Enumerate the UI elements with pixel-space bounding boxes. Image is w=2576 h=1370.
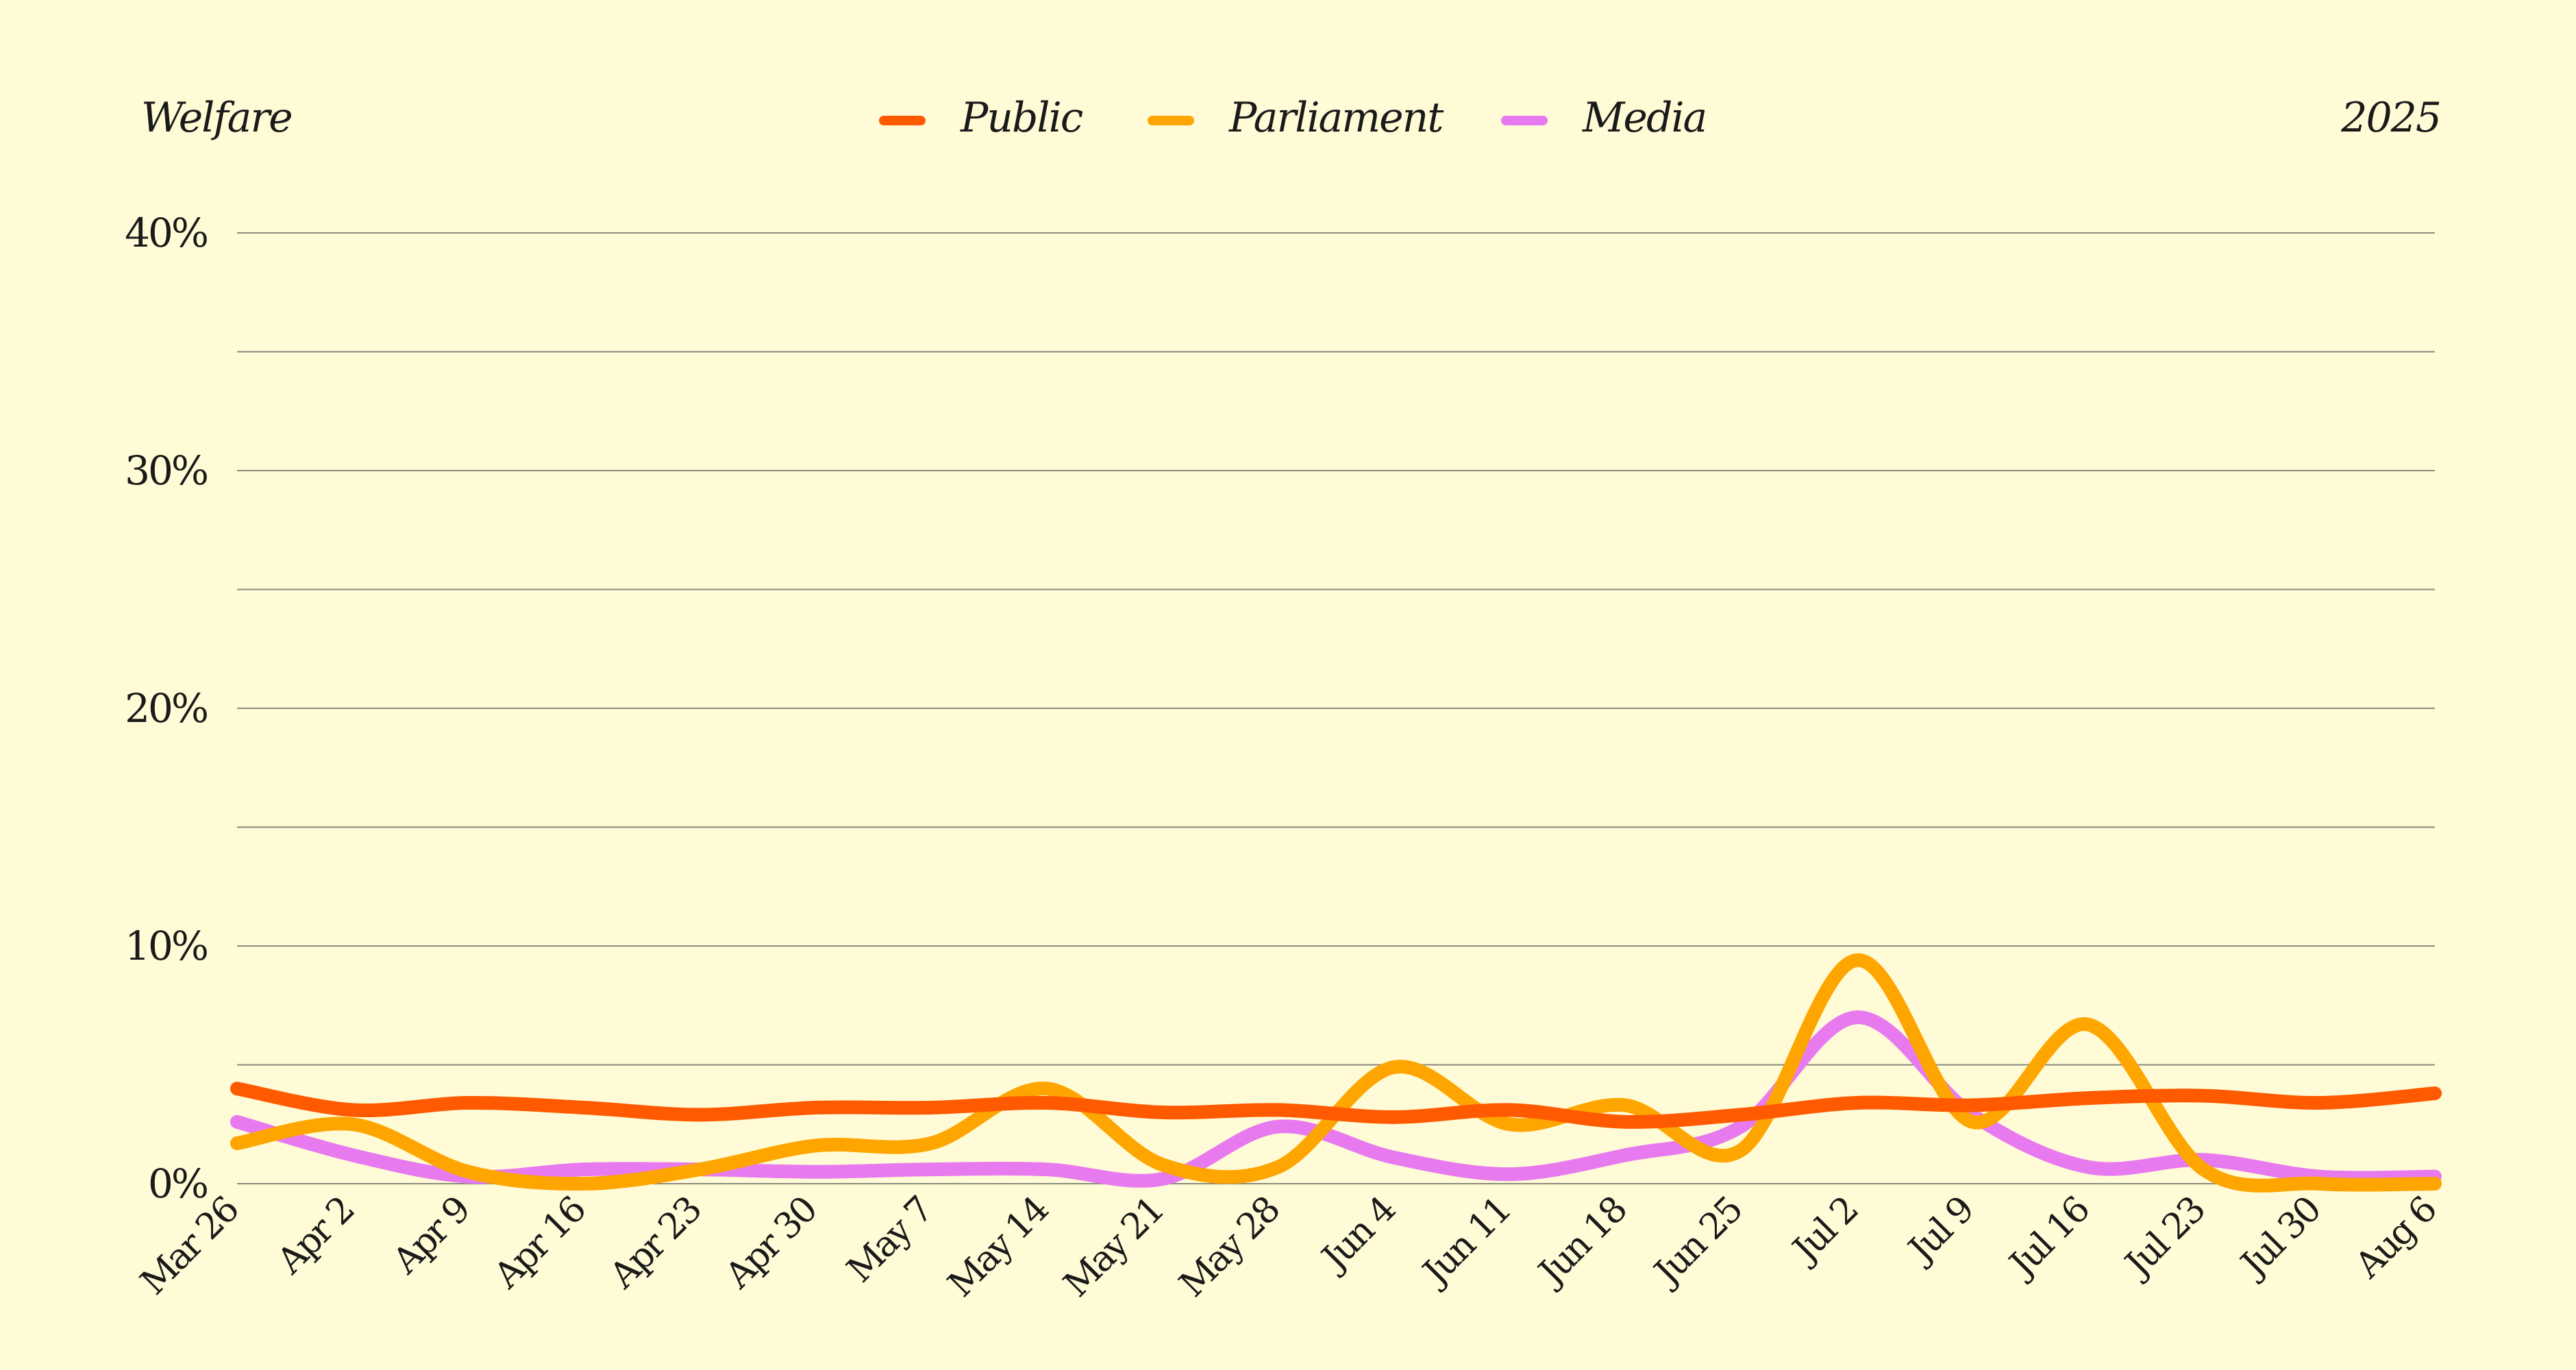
chart-year: 2025 — [2340, 94, 2440, 142]
x-tick-label: Apr 30 — [717, 1190, 825, 1297]
y-axis: 0% 10% 20% 30% 40% — [125, 210, 209, 1207]
y-tick-label: 20% — [125, 685, 207, 732]
legend-label-media: Media — [1582, 94, 1706, 142]
x-tick-label: Jun 11 — [1413, 1190, 1519, 1295]
x-tick-label: Aug 6 — [2347, 1190, 2444, 1286]
series-line-public — [230, 1082, 2442, 1129]
x-tick-label: May 28 — [1172, 1190, 1287, 1306]
x-tick-label: May 21 — [1056, 1190, 1172, 1306]
x-tick-label: Jul 23 — [2116, 1190, 2213, 1287]
x-tick-label: Jul 2 — [1783, 1190, 1866, 1273]
legend-label-parliament: Parliament — [1228, 94, 1444, 142]
x-tick-label: May 14 — [941, 1189, 1056, 1305]
legend: Public Parliament Media — [879, 94, 1707, 142]
x-tick-label: Apr 16 — [486, 1190, 593, 1297]
y-tick-label: 10% — [125, 923, 207, 969]
x-tick-label: Jul 16 — [2000, 1190, 2097, 1287]
legend-label-public: Public — [960, 94, 1083, 142]
y-tick-label: 0% — [148, 1160, 207, 1207]
y-tick-label: 40% — [125, 210, 207, 256]
x-tick-label: May 7 — [839, 1190, 940, 1291]
x-tick-label: Jun 4 — [1312, 1189, 1403, 1280]
x-tick-label: Apr 23 — [602, 1190, 709, 1297]
series-line-media — [230, 1010, 2442, 1188]
series-line-parliament — [230, 953, 2442, 1193]
x-tick-label: Apr 2 — [269, 1190, 362, 1282]
y-tick-label: 30% — [125, 447, 207, 494]
x-tick-label: Jul 9 — [1898, 1190, 1981, 1273]
series-lines — [230, 953, 2442, 1193]
x-tick-label: Jun 18 — [1528, 1190, 1634, 1295]
x-tick-label: Jun 25 — [1644, 1190, 1750, 1295]
x-tick-label: Jul 30 — [2231, 1190, 2328, 1287]
chart-title: Welfare — [141, 94, 292, 142]
x-tick-label: Apr 9 — [385, 1190, 478, 1282]
